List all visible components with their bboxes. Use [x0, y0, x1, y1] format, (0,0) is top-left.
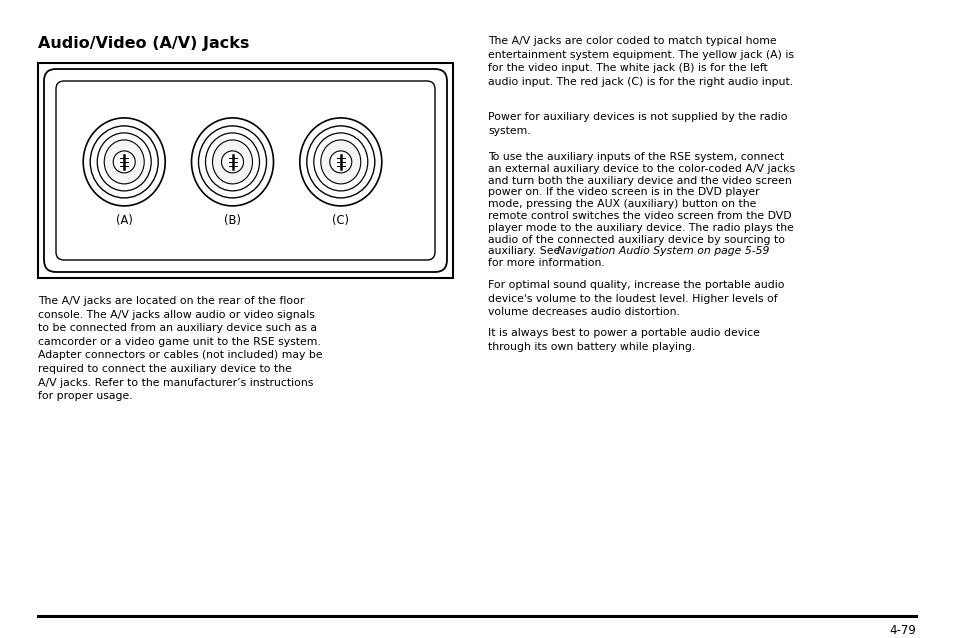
- Text: remote control switches the video screen from the DVD: remote control switches the video screen…: [488, 211, 791, 221]
- Text: for more information.: for more information.: [488, 258, 604, 268]
- Ellipse shape: [192, 118, 274, 206]
- Text: It is always best to power a portable audio device
through its own battery while: It is always best to power a portable au…: [488, 328, 760, 352]
- Ellipse shape: [83, 118, 165, 206]
- Text: and turn both the auxiliary device and the video screen: and turn both the auxiliary device and t…: [488, 175, 791, 186]
- Circle shape: [221, 151, 243, 173]
- Text: The A/V jacks are color coded to match typical home
entertainment system equipme: The A/V jacks are color coded to match t…: [488, 36, 793, 87]
- Circle shape: [113, 151, 135, 173]
- Text: (B): (B): [224, 214, 241, 227]
- Ellipse shape: [320, 140, 360, 184]
- Text: auxiliary. See: auxiliary. See: [488, 246, 563, 256]
- Text: (C): (C): [332, 214, 349, 227]
- Text: player mode to the auxiliary device. The radio plays the: player mode to the auxiliary device. The…: [488, 223, 793, 233]
- Ellipse shape: [198, 126, 266, 198]
- Text: To use the auxiliary inputs of the RSE system, connect: To use the auxiliary inputs of the RSE s…: [488, 152, 783, 162]
- Text: The A/V jacks are located on the rear of the floor
console. The A/V jacks allow : The A/V jacks are located on the rear of…: [38, 296, 322, 401]
- Ellipse shape: [299, 118, 381, 206]
- Ellipse shape: [205, 133, 259, 191]
- Bar: [38, 63, 453, 278]
- Text: Audio/Video (A/V) Jacks: Audio/Video (A/V) Jacks: [38, 36, 249, 51]
- Ellipse shape: [213, 140, 253, 184]
- Ellipse shape: [314, 133, 368, 191]
- Ellipse shape: [104, 140, 144, 184]
- Ellipse shape: [91, 126, 158, 198]
- Text: (A): (A): [115, 214, 132, 227]
- Ellipse shape: [307, 126, 375, 198]
- Text: an external auxiliary device to the color-coded A/V jacks: an external auxiliary device to the colo…: [488, 164, 794, 174]
- Text: 4-79: 4-79: [888, 624, 915, 637]
- Text: power on. If the video screen is in the DVD player: power on. If the video screen is in the …: [488, 188, 759, 197]
- FancyBboxPatch shape: [44, 69, 447, 272]
- Text: audio of the connected auxiliary device by sourcing to: audio of the connected auxiliary device …: [488, 235, 784, 244]
- FancyBboxPatch shape: [56, 81, 435, 260]
- Circle shape: [330, 151, 352, 173]
- Text: For optimal sound quality, increase the portable audio
device's volume to the lo: For optimal sound quality, increase the …: [488, 280, 783, 317]
- Ellipse shape: [97, 133, 152, 191]
- Text: mode, pressing the AUX (auxiliary) button on the: mode, pressing the AUX (auxiliary) butto…: [488, 199, 756, 209]
- Text: Navigation Audio System on page 5-59: Navigation Audio System on page 5-59: [557, 246, 769, 256]
- Text: Power for auxiliary devices is not supplied by the radio
system.: Power for auxiliary devices is not suppl…: [488, 112, 786, 136]
